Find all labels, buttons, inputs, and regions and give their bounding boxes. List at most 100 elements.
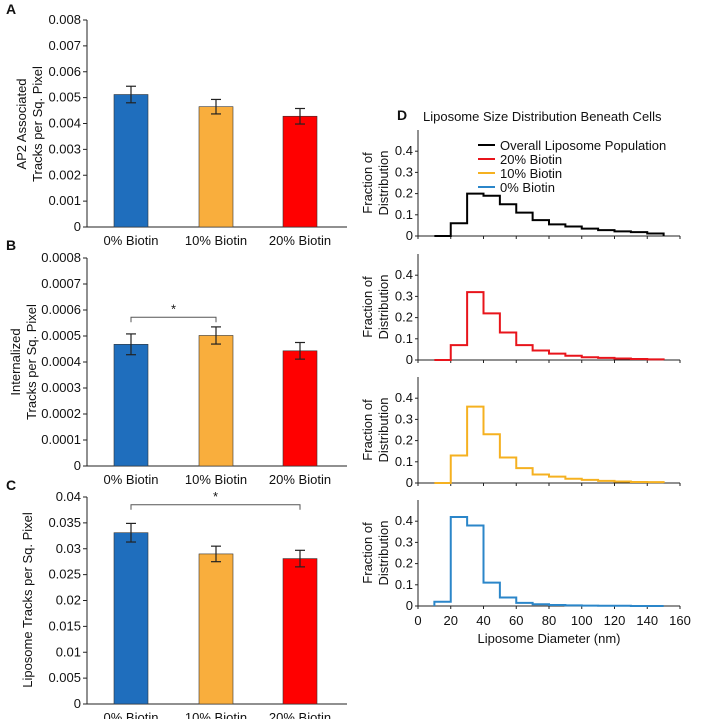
y-axis-label-line: Fraction of [360, 276, 375, 338]
panel-d-histograms: D Liposome Size Distribution Beneath Cell… [360, 107, 691, 646]
bar [113, 532, 149, 705]
panel-letter: B [6, 237, 16, 253]
x-tick-label: 100 [571, 613, 593, 628]
y-axis-label-line: Fraction of [360, 399, 375, 461]
y-tick-label: 0.3 [395, 288, 413, 303]
y-tick-label: 0.035 [48, 515, 81, 530]
y-axis-label: Fraction ofDistribution [360, 520, 391, 585]
histogram-series [433, 515, 664, 607]
y-tick-label: 0.02 [56, 593, 81, 608]
y-tick-label: 0.04 [56, 489, 81, 504]
bar [282, 350, 318, 467]
bar [198, 106, 234, 228]
y-tick-label: 0.03 [56, 541, 81, 556]
y-tick-label: 0.0001 [41, 432, 81, 447]
y-tick-label: 0 [74, 458, 81, 473]
x-tick-label: 20% Biotin [269, 472, 331, 487]
y-axis-label: Fraction ofDistribution [360, 150, 391, 215]
y-tick-label: 0.2 [395, 556, 413, 571]
bar [113, 94, 149, 228]
bar [198, 553, 234, 705]
x-tick-label: 60 [509, 613, 523, 628]
x-tick-label: 0% Biotin [104, 710, 159, 719]
y-axis-label-line: Liposome Tracks per Sq. Pixel [20, 512, 35, 688]
x-tick-label: 10% Biotin [185, 233, 247, 248]
y-tick-label: 0.0005 [41, 328, 81, 343]
y-tick-label: 0 [406, 352, 413, 367]
y-tick-label: 0.2 [395, 186, 413, 201]
significance-marker: * [213, 489, 218, 504]
y-axis-label-line: Distribution [376, 150, 391, 215]
y-tick-label: 0.1 [395, 577, 413, 592]
y-tick-label: 0.0006 [41, 302, 81, 317]
x-tick-label: 160 [669, 613, 691, 628]
y-tick-label: 0.003 [48, 141, 81, 156]
y-tick-label: 0.4 [395, 267, 413, 282]
histogram-series [434, 405, 665, 484]
legend-label: Overall Liposome Population [500, 138, 666, 153]
y-axis-label-line: Fraction of [360, 522, 375, 584]
y-axis-label-line: Internalized [8, 328, 23, 395]
y-tick-label: 0 [74, 219, 81, 234]
y-axis-label: AP2 AssociatedTracks per Sq. Pixel [14, 66, 45, 182]
y-axis-label: Liposome Tracks per Sq. Pixel [20, 512, 35, 688]
y-axis-label: Fraction ofDistribution [360, 397, 391, 462]
significance-marker: * [171, 301, 176, 316]
y-tick-label: 0.2 [395, 433, 413, 448]
panel-a-bar-chart: A 0 0.001 0.002 0.003 0.004 0.005 0.006 0.007 0.0… [6, 1, 347, 248]
bar [113, 344, 149, 467]
y-tick-label: 0.3 [395, 164, 413, 179]
x-tick-label: 0% Biotin [104, 233, 159, 248]
y-tick-label: 0.008 [48, 12, 81, 27]
y-tick-label: 0.4 [395, 143, 413, 158]
y-tick-label: 0.004 [48, 116, 81, 131]
significance-bracket [130, 316, 217, 323]
x-tick-label: 120 [604, 613, 626, 628]
y-tick-label: 0.007 [48, 38, 81, 53]
y-tick-label: 0.1 [395, 454, 413, 469]
y-axis-label-line: Fraction of [360, 152, 375, 214]
x-tick-label: 0% Biotin [104, 472, 159, 487]
y-tick-label: 0.1 [395, 207, 413, 222]
panel-letter: C [6, 477, 16, 493]
y-tick-label: 0.001 [48, 193, 81, 208]
y-axis-label: InternalizedTracks per Sq. Pixel [8, 304, 39, 420]
x-tick-label: 140 [636, 613, 658, 628]
bar [198, 335, 234, 467]
x-tick-label: 0 [414, 613, 421, 628]
x-axis-label: Liposome Diameter (nm) [477, 631, 620, 646]
x-tick-label: 20% Biotin [269, 710, 331, 719]
y-axis-label-line: Distribution [376, 397, 391, 462]
x-tick-label: 10% Biotin [185, 472, 247, 487]
legend-label: 10% Biotin [500, 166, 562, 181]
bar [282, 115, 318, 228]
legend-label: 0% Biotin [500, 180, 555, 195]
x-tick-label: 40 [476, 613, 490, 628]
x-tick-label: 10% Biotin [185, 710, 247, 719]
y-tick-label: 0.2 [395, 310, 413, 325]
y-tick-label: 0.0003 [41, 380, 81, 395]
y-tick-label: 0 [406, 228, 413, 243]
y-tick-label: 0.3 [395, 411, 413, 426]
y-tick-label: 0.1 [395, 331, 413, 346]
panel-letter: D [397, 107, 407, 123]
y-tick-label: 0.015 [48, 618, 81, 633]
histogram-series [434, 291, 665, 361]
y-tick-label: 0 [406, 475, 413, 490]
y-axis-label: Fraction ofDistribution [360, 274, 391, 339]
y-tick-label: 0 [74, 696, 81, 711]
y-tick-label: 0.005 [48, 670, 81, 685]
y-tick-label: 0.025 [48, 567, 81, 582]
y-tick-label: 0.006 [48, 64, 81, 79]
y-tick-label: 0.4 [395, 390, 413, 405]
y-tick-label: 0.005 [48, 90, 81, 105]
y-tick-label: 0 [406, 598, 413, 613]
bar [282, 558, 318, 705]
y-tick-label: 0.0008 [41, 250, 81, 265]
panel-c-bar-chart: C 0 0.005 0.01 0.015 0.02 0.025 0.03 0.035 0.04 Li… [6, 477, 347, 719]
x-tick-label: 20% Biotin [269, 233, 331, 248]
chart-title: Liposome Size Distribution Beneath Cells [423, 109, 662, 124]
y-tick-label: 0.0004 [41, 354, 81, 369]
y-axis-label-line: AP2 Associated [14, 78, 29, 169]
